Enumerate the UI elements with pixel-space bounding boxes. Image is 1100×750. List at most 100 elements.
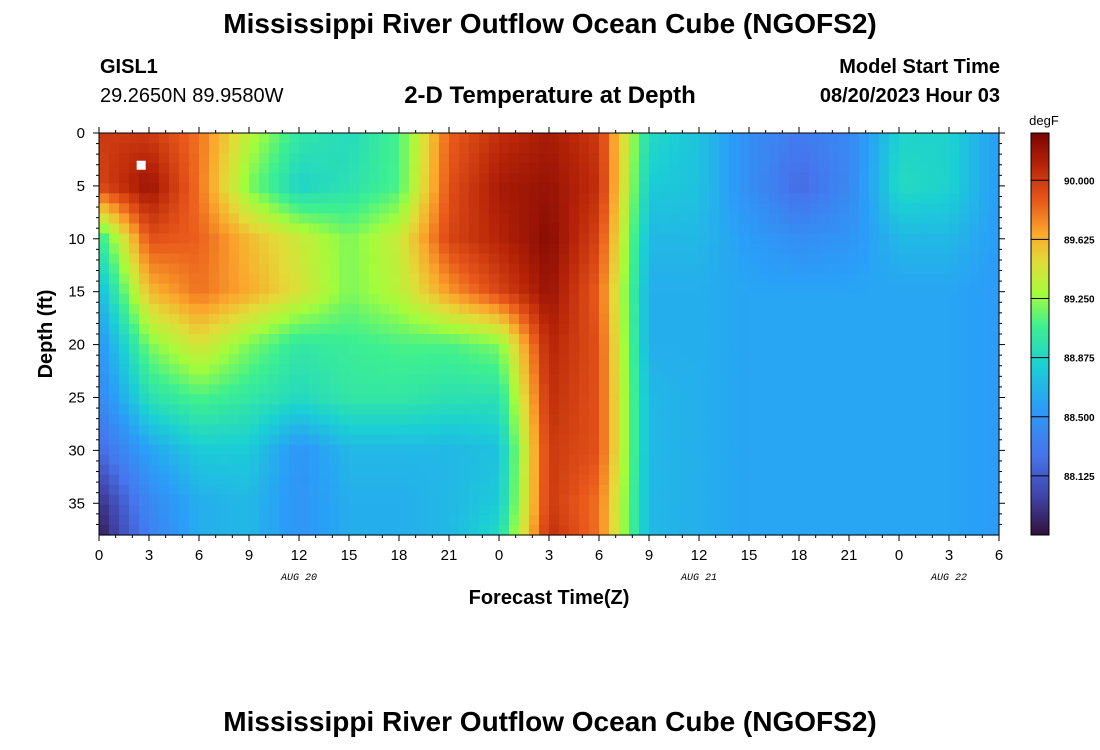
heatmap-cell	[459, 404, 470, 415]
heatmap-cell	[509, 444, 520, 456]
heatmap-cell	[729, 163, 740, 174]
heatmap-cell	[629, 454, 640, 466]
heatmap-cell	[379, 293, 390, 305]
heatmap-cell	[779, 424, 790, 436]
heatmap-cell	[339, 213, 350, 225]
heatmap-cell	[649, 313, 660, 325]
heatmap-cell	[239, 293, 250, 305]
heatmap-cell	[439, 183, 450, 194]
heatmap-cell	[409, 484, 420, 496]
heatmap-cell	[459, 233, 470, 245]
heatmap-cell	[709, 153, 720, 164]
heatmap-cell	[119, 283, 130, 295]
heatmap-cell	[709, 434, 720, 446]
heatmap-cell	[479, 253, 490, 265]
heatmap-cell	[959, 334, 970, 345]
heatmap-cell	[589, 444, 600, 456]
heatmap-cell	[909, 454, 920, 466]
heatmap-cell	[619, 494, 630, 506]
heatmap-cell	[959, 153, 970, 164]
heatmap-cell	[319, 404, 330, 415]
heatmap-cell	[229, 233, 240, 245]
heatmap-cell	[719, 464, 730, 476]
heatmap-cell	[319, 344, 330, 355]
heatmap-cell	[119, 263, 130, 275]
heatmap-cell	[949, 233, 960, 245]
heatmap-cell	[509, 484, 520, 496]
heatmap-cell	[359, 464, 370, 476]
heatmap-cell	[459, 384, 470, 395]
heatmap-cell	[119, 424, 130, 436]
temperature-depth-chart: 0 3 6 9 12 15 18 21 0 3 6 9 12 15 18 21 0 3 6 051015202530…	[35, 113, 1095, 609]
heatmap-cell	[929, 524, 940, 536]
heatmap-cell	[559, 514, 570, 526]
heatmap-cell	[789, 233, 800, 245]
heatmap-cell	[649, 283, 660, 295]
heatmap-cell	[569, 434, 580, 446]
heatmap-cell	[679, 454, 690, 466]
heatmap-cell	[719, 414, 730, 426]
heatmap-cell	[349, 133, 360, 144]
heatmap-cell	[309, 444, 320, 456]
heatmap-cell	[189, 514, 200, 526]
heatmap-cell	[739, 253, 750, 265]
heatmap-cell	[639, 514, 650, 526]
heatmap-cell	[609, 514, 620, 526]
heatmap-cell	[189, 173, 200, 184]
heatmap-cell	[469, 374, 480, 385]
heatmap-cell	[719, 394, 730, 405]
heatmap-cell	[669, 334, 680, 345]
heatmap-cell	[459, 263, 470, 275]
heatmap-cell	[609, 303, 620, 315]
heatmap-cell	[199, 163, 210, 174]
heatmap-cell	[149, 293, 160, 305]
heatmap-cell	[719, 143, 730, 154]
heatmap-cell	[839, 374, 850, 385]
heatmap-cell	[619, 173, 630, 184]
heatmap-cell	[879, 484, 890, 496]
heatmap-cell	[899, 454, 910, 466]
heatmap-cell	[239, 213, 250, 225]
heatmap-cell	[189, 364, 200, 375]
heatmap-cell	[379, 183, 390, 194]
heatmap-cell	[669, 233, 680, 245]
heatmap-cell	[659, 253, 670, 265]
heatmap-cell	[239, 514, 250, 526]
heatmap-cell	[669, 173, 680, 184]
heatmap-cell	[99, 313, 110, 325]
heatmap-cell	[899, 514, 910, 526]
heatmap-cell	[379, 233, 390, 245]
heatmap-cell	[529, 524, 540, 536]
heatmap-cell	[499, 514, 510, 526]
heatmap-cell	[209, 344, 220, 355]
heatmap-cell	[559, 323, 570, 335]
heatmap-cell	[979, 183, 990, 194]
heatmap-cell	[129, 143, 140, 154]
heatmap-cell	[499, 474, 510, 486]
heatmap-cell	[169, 374, 180, 385]
heatmap-cell	[139, 434, 150, 446]
heatmap-cell	[709, 273, 720, 285]
heatmap-cell	[819, 474, 830, 486]
heatmap-cell	[259, 193, 270, 204]
heatmap-cell	[909, 313, 920, 325]
heatmap-cell	[329, 494, 340, 506]
heatmap-cell	[199, 203, 210, 214]
heatmap-cell	[199, 454, 210, 466]
heatmap-cell	[719, 173, 730, 184]
heatmap-cell	[119, 404, 130, 415]
heatmap-cell	[779, 283, 790, 295]
heatmap-cell	[99, 344, 110, 355]
heatmap-cell	[869, 334, 880, 345]
heatmap-cell	[739, 263, 750, 275]
heatmap-cell	[949, 323, 960, 335]
heatmap-cell	[939, 293, 950, 305]
heatmap-cell	[799, 203, 810, 214]
heatmap-cell	[959, 243, 970, 255]
heatmap-cell	[709, 213, 720, 225]
heatmap-cell	[549, 283, 560, 295]
heatmap-cell	[909, 303, 920, 315]
heatmap-cell	[739, 153, 750, 164]
heatmap-cell	[349, 354, 360, 365]
heatmap-cell	[989, 293, 1000, 305]
